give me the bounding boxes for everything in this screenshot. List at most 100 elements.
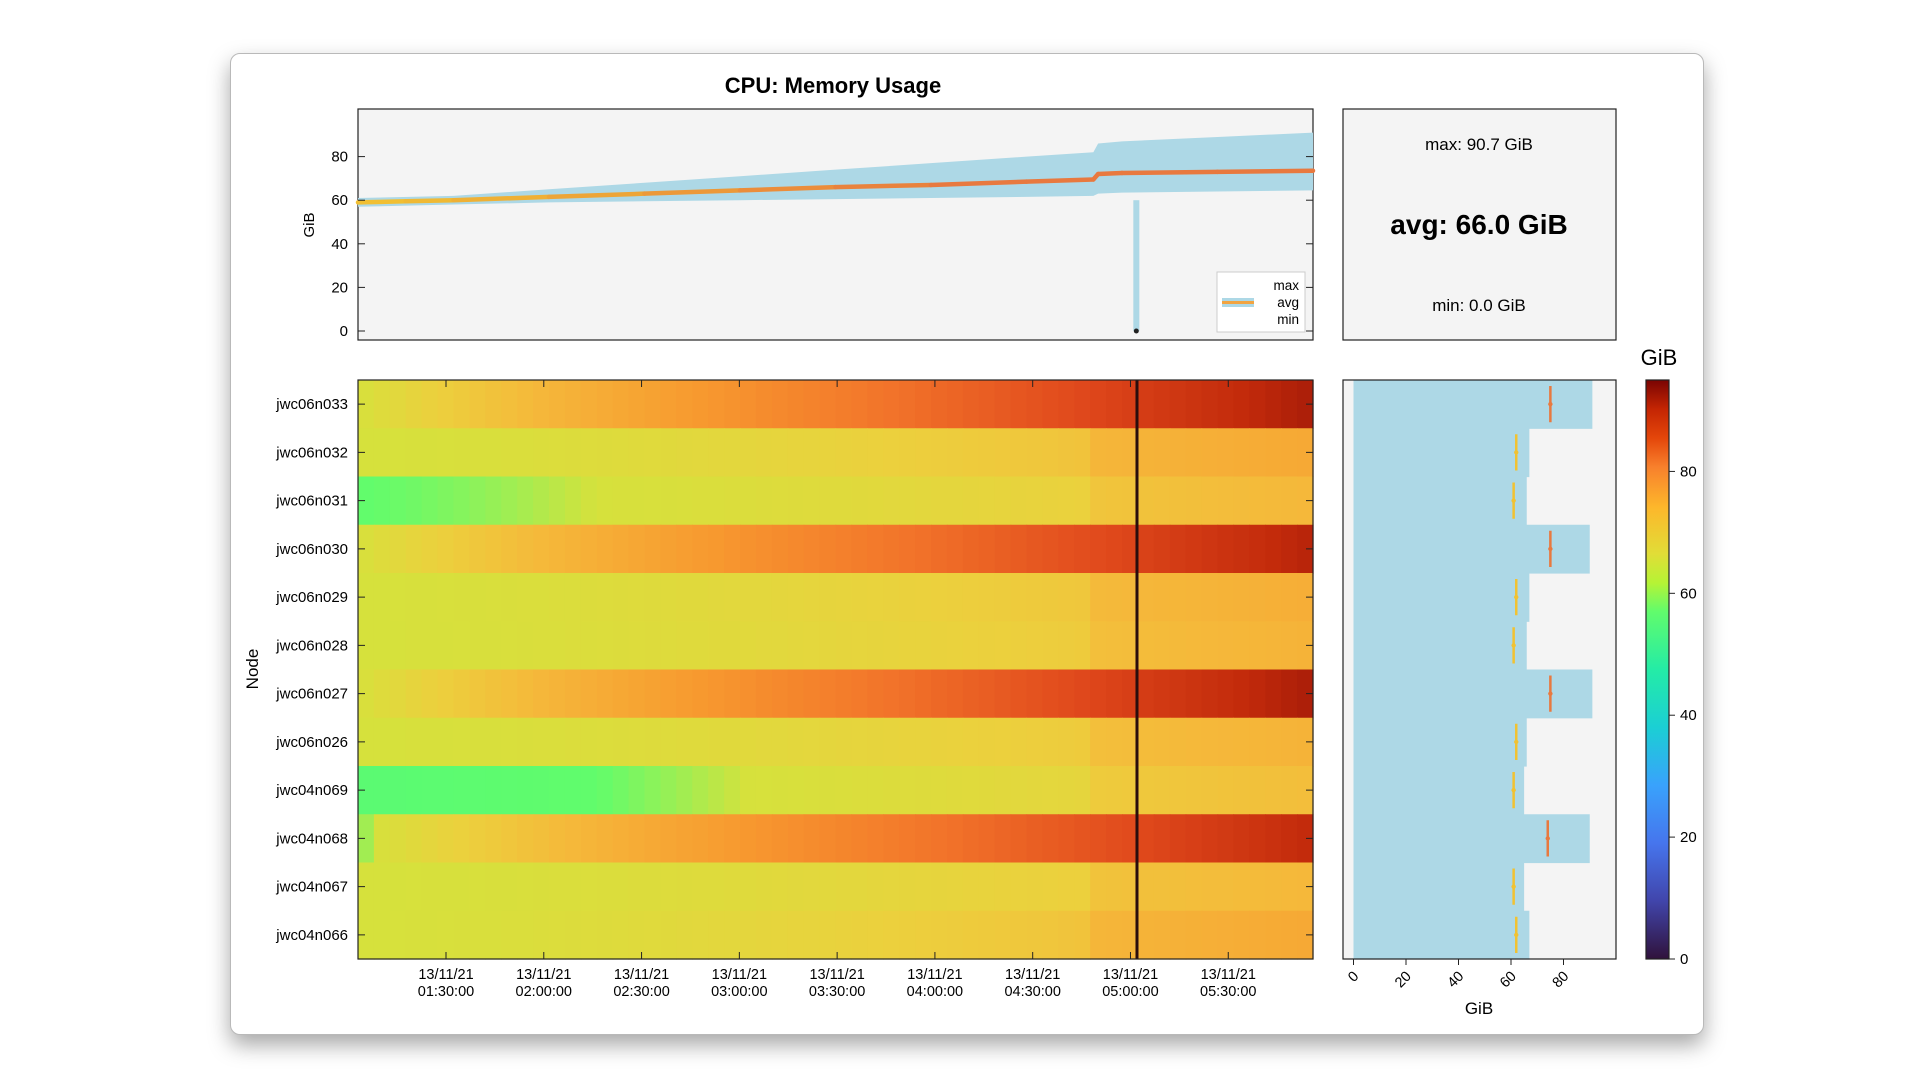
heatmap-cell: [835, 621, 853, 671]
heatmap-cell: [453, 380, 471, 429]
heatmap-cell: [549, 476, 566, 526]
heatmap-cell: [1122, 766, 1139, 815]
heatmap-cell: [867, 814, 884, 864]
heatmap-cell: [946, 862, 964, 912]
heatmap-cell: [835, 428, 853, 478]
heatmap-cell: [612, 717, 630, 767]
heatmap-cell: [564, 380, 582, 429]
heatmap-cell: [692, 814, 709, 864]
heatmap-cell: [1233, 717, 1250, 767]
heatmap-cell: [1169, 862, 1187, 912]
heatmap-cell: [517, 428, 534, 478]
heatmap-cell: [867, 621, 884, 671]
heatmap-cell: [724, 766, 741, 815]
heatmap-cell: [740, 573, 757, 622]
heatmap-cell: [501, 621, 518, 671]
heatmap-cell: [405, 573, 423, 622]
heatmap-cell: [819, 524, 837, 574]
heatmap-cell: [692, 524, 709, 574]
heatmap-cell: [962, 428, 980, 478]
heatmap-cell: [962, 862, 980, 912]
heatmap-cell: [389, 669, 407, 719]
heatmap-row-label: jwc04n067: [275, 879, 348, 896]
heatmap-cell: [437, 669, 455, 719]
heatmap-cell: [1233, 669, 1250, 719]
heatmap-cell: [533, 717, 550, 767]
heatmap-cell: [517, 573, 534, 622]
heatmap-x-tick-time: 01:30:00: [418, 984, 474, 1000]
heatmap-cell: [803, 573, 821, 622]
heatmap-cell: [994, 428, 1012, 478]
heatmap-cell: [883, 524, 900, 574]
heatmap-cell: [915, 669, 932, 719]
heatmap-cell: [915, 573, 932, 622]
heatmap-cell: [1185, 766, 1203, 815]
heatmap-cell: [708, 476, 725, 526]
heatmap-cell: [1249, 717, 1266, 767]
heatmap-cell: [994, 476, 1012, 526]
heatmap-cell: [931, 910, 948, 960]
heatmap-cell: [533, 621, 550, 671]
heatmap-cell: [485, 428, 502, 478]
heatmap-cell: [978, 524, 996, 574]
heatmap-cell: [867, 717, 884, 767]
heatmap-cell: [708, 428, 725, 478]
heatmap-cell: [1137, 573, 1155, 622]
heatmap-x-tick-date: 13/11/21: [1201, 967, 1256, 983]
heatmap-cell: [1281, 766, 1298, 815]
heatmap-cell: [1074, 380, 1091, 429]
heatmap-cell: [1042, 814, 1059, 864]
heatmap-cell: [819, 766, 837, 815]
colorbar-tick-label: 60: [1680, 585, 1697, 602]
heatmap-cell: [389, 524, 407, 574]
heatmap-cell: [851, 717, 868, 767]
heatmap-cell: [755, 621, 773, 671]
heatmap-cell: [405, 621, 423, 671]
heatmap-cell: [580, 428, 598, 478]
heatmap-cell: [899, 380, 916, 429]
heatmap-cell: [1058, 428, 1075, 478]
heatmap-cell: [883, 380, 900, 429]
heatmap-cell: [915, 814, 932, 864]
heatmap-cell: [437, 428, 455, 478]
heatmap-cell: [851, 862, 868, 912]
heatmap-cell: [1042, 573, 1059, 622]
heatmap-cell: [389, 766, 407, 815]
heatmap-cell: [946, 428, 964, 478]
heatmap-cell: [867, 766, 884, 815]
heatmap-cell: [978, 766, 996, 815]
heatmap-cell: [1122, 428, 1139, 478]
heatmap-cell: [644, 766, 662, 815]
heatmap-cell: [1265, 380, 1282, 429]
heatmap-cell: [660, 910, 677, 960]
heatmap-cell: [740, 476, 757, 526]
stat-min: min: 0.0 GiB: [1432, 296, 1526, 315]
heatmap-cell: [421, 766, 439, 815]
heatmap-cell: [692, 862, 709, 912]
heatmap-cell: [835, 766, 853, 815]
heatmap-cell: [596, 428, 614, 478]
heatmap-cell: [596, 476, 614, 526]
heatmap-cell: [1233, 524, 1250, 574]
heatmap-cell: [660, 862, 677, 912]
node-avg-point: [1514, 450, 1519, 455]
node-range-bar: [1353, 573, 1530, 622]
heatmap-cell: [1281, 669, 1298, 719]
heatmap-cell: [389, 814, 407, 864]
heatmap-cell: [437, 717, 455, 767]
heatmap-cell: [1026, 428, 1044, 478]
avg-line-segment: [1215, 168, 1316, 175]
heatmap-row-label: jwc06n031: [275, 493, 348, 510]
heatmap-cell: [358, 428, 375, 478]
heatmap-cell: [1233, 573, 1250, 622]
heatmap-cell: [787, 476, 805, 526]
heatmap-cell: [1042, 428, 1059, 478]
heatmap-cell: [1297, 910, 1314, 960]
heatmap-cell: [867, 428, 884, 478]
heatmap-cell: [771, 476, 789, 526]
heatmap-cell: [1217, 621, 1235, 671]
heatmap-cell: [1281, 524, 1298, 574]
heatmap-cell: [1137, 717, 1155, 767]
heatmap-row-label: jwc04n066: [275, 927, 348, 944]
heatmap-cell: [1010, 621, 1028, 671]
